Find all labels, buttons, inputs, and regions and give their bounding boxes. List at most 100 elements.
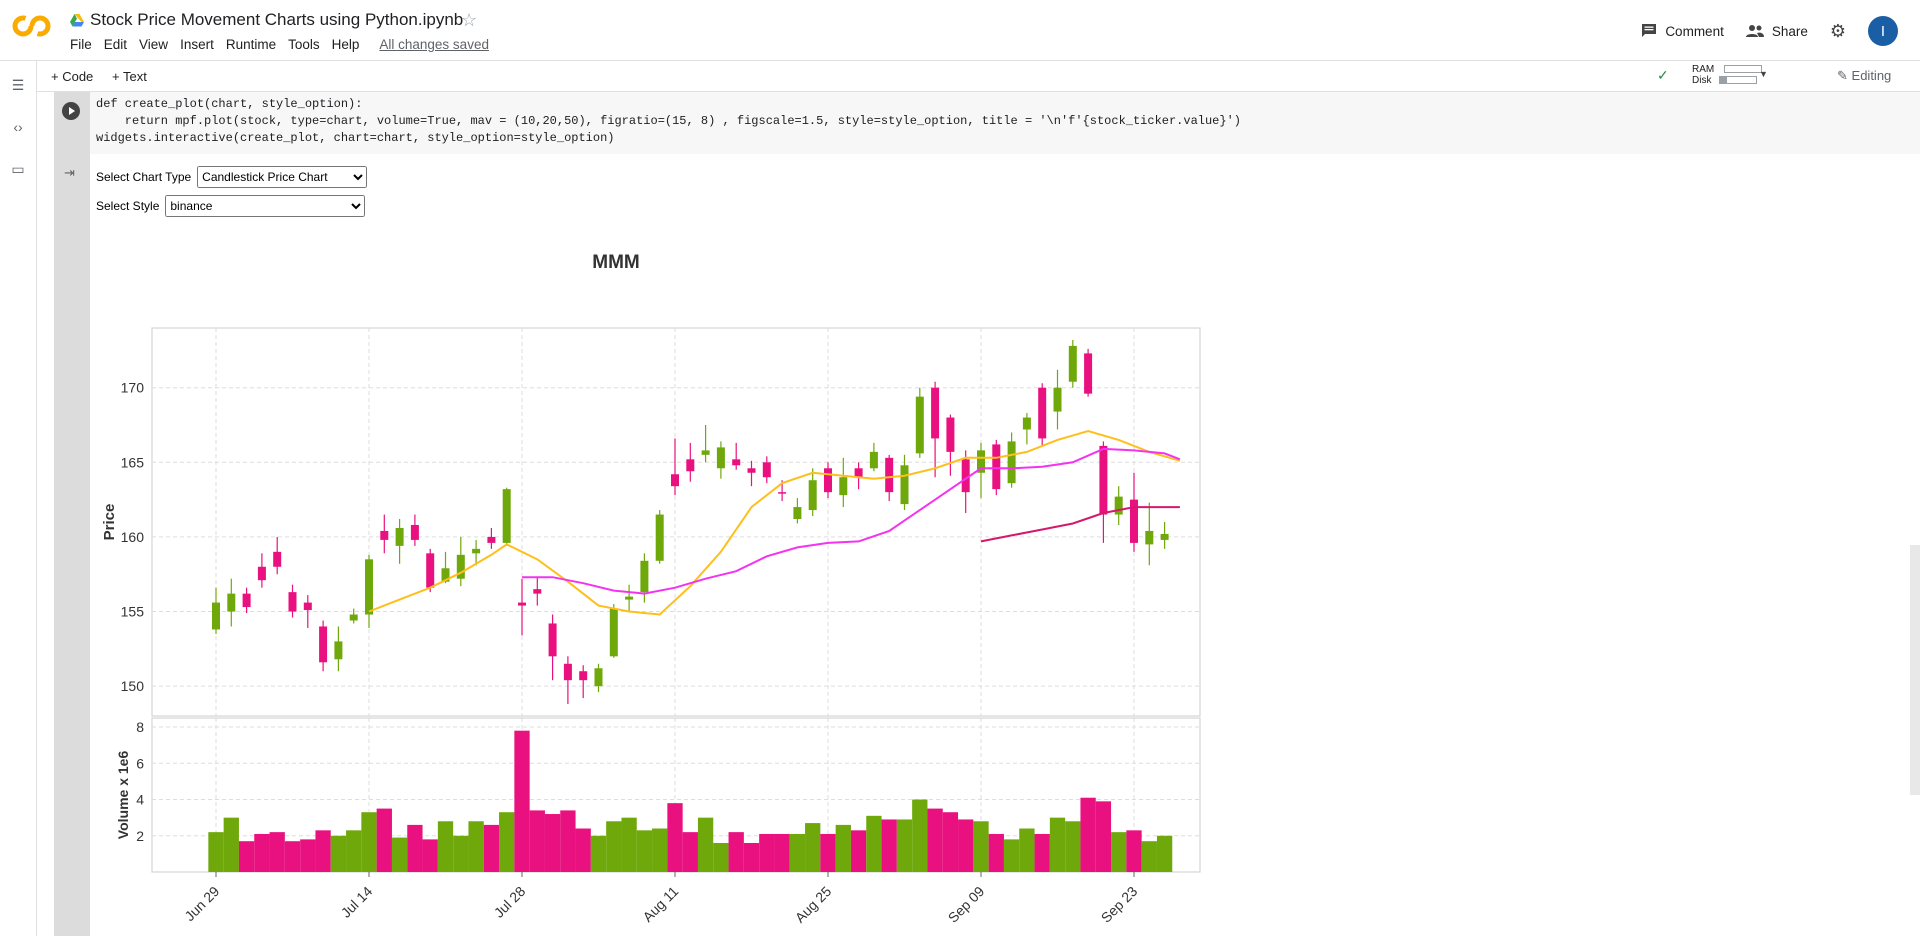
volume-tick-label: 4 [136,792,144,808]
menu-runtime[interactable]: Runtime [225,37,277,52]
candle-body [1038,387,1047,439]
volume-bar [346,830,362,872]
comment-button[interactable]: Comment [1641,23,1724,39]
volume-bar [208,832,224,872]
runtime-dropdown-icon[interactable]: ▼ [1759,69,1768,79]
save-status[interactable]: All changes saved [379,37,489,52]
candle-body [288,592,297,612]
candle-body [992,444,1001,490]
chart-type-widget: Select Chart Type Candlestick Price Char… [96,166,368,188]
gear-icon[interactable]: ⚙ [1829,20,1846,41]
volume-bar [1019,828,1035,872]
menu-file[interactable]: File [70,37,92,52]
share-button[interactable]: Share [1745,24,1808,39]
menu-tools[interactable]: Tools [288,37,320,52]
volume-bar [606,821,622,872]
volume-bar [514,730,530,872]
candle-body [869,451,878,469]
volume-bar [881,819,897,872]
notebook-title-text: Stock Price Movement Charts using Python… [90,10,464,29]
x-tick-label: Aug 25 [792,883,835,926]
star-icon[interactable]: ☆ [461,10,478,30]
add-code-button[interactable]: + Code [51,69,94,84]
x-tick-label: Sep 09 [945,883,988,926]
volume-bar [728,832,744,872]
menu-edit[interactable]: Edit [103,37,128,52]
chart-type-select[interactable]: Candlestick Price Chart [197,166,368,188]
x-tick-label: Sep 23 [1098,883,1141,926]
volume-bar [988,833,1004,872]
candle-body [640,560,649,593]
volume-bar [713,843,729,872]
colab-logo-icon[interactable] [12,12,52,40]
candle-body [671,474,679,487]
volume-tick-label: 2 [136,828,144,844]
style-select[interactable]: binance [165,195,366,217]
candle-body [701,450,710,455]
table-of-contents-icon[interactable]: ☰ [11,77,25,93]
avatar[interactable]: I [1868,16,1898,46]
resource-monitor[interactable]: RAM Disk [1692,64,1763,86]
candle-body [487,536,496,543]
mav10-line [368,429,1181,616]
volume-bar [437,821,454,872]
code-line-1: def create_plot(chart, style_option): [96,97,363,111]
x-tick-label: Aug 11 [639,883,681,925]
volume-bar [774,833,790,872]
candle-body [686,459,695,472]
google-drive-icon [70,13,84,26]
volume-bar [652,828,668,872]
menu-help[interactable]: Help [331,37,360,52]
volume-tick-label: 8 [136,719,144,735]
candle-body [1068,345,1077,382]
candle-body [1114,496,1123,515]
code-text[interactable]: def create_plot(chart, style_option): re… [96,96,1241,147]
candle-body [1160,533,1169,540]
run-cell-button[interactable] [62,102,80,120]
candle-body [808,480,817,511]
volume-bar [621,817,637,872]
menu-view[interactable]: View [139,37,169,52]
volume-bar [1156,835,1173,872]
disk-label: Disk [1692,75,1712,86]
volume-bar [912,799,928,872]
price-tick-label: 150 [121,678,145,694]
volume-bar [759,833,775,872]
output-menu-icon[interactable]: ⇥ [64,165,75,180]
volume-bar [422,839,438,872]
folder-icon[interactable]: ▭ [11,161,25,177]
candle-body [793,507,802,520]
price-axis-label: Price [101,504,118,541]
editing-mode-button[interactable]: ✎ Editing [1837,68,1891,84]
volume-bar [238,841,255,872]
candle-body [900,465,909,505]
volume-bar [468,821,484,872]
price-panel [151,327,1201,717]
volume-bar [1065,821,1081,872]
candle-body [1007,441,1016,484]
candle-body [212,602,220,630]
candle-body [1022,417,1031,430]
chart-container: MMM 150 155 160 165 170 2 4 6 8 Jun 29 Jul 14 Jul 28… [90,240,1220,941]
code-cell-editor[interactable] [90,92,1920,155]
notebook-title[interactable]: Stock Price Movement Charts using Python… [70,10,463,30]
volume-bar [284,841,301,872]
scrollbar[interactable] [1910,545,1920,795]
add-text-button[interactable]: + Text [112,69,147,84]
volume-bar [254,833,270,872]
volume-bar [453,835,469,872]
candle-body [502,489,511,543]
candle-body [395,527,404,546]
candle-body [778,492,787,494]
chart-title: MMM [592,252,639,273]
header-bar: Stock Price Movement Charts using Python… [0,0,1920,61]
menu-insert[interactable]: Insert [180,37,214,52]
volume-bar [407,824,423,872]
volume-bar [1126,830,1142,872]
code-snippets-icon[interactable]: ‹› [13,119,23,135]
volume-bar [1095,801,1112,872]
volume-bar [820,833,836,872]
x-tick-label: Jul 28 [491,883,529,921]
code-line-2: return mpf.plot(stock, type=chart, volum… [96,114,1241,128]
candle-body [548,623,557,657]
